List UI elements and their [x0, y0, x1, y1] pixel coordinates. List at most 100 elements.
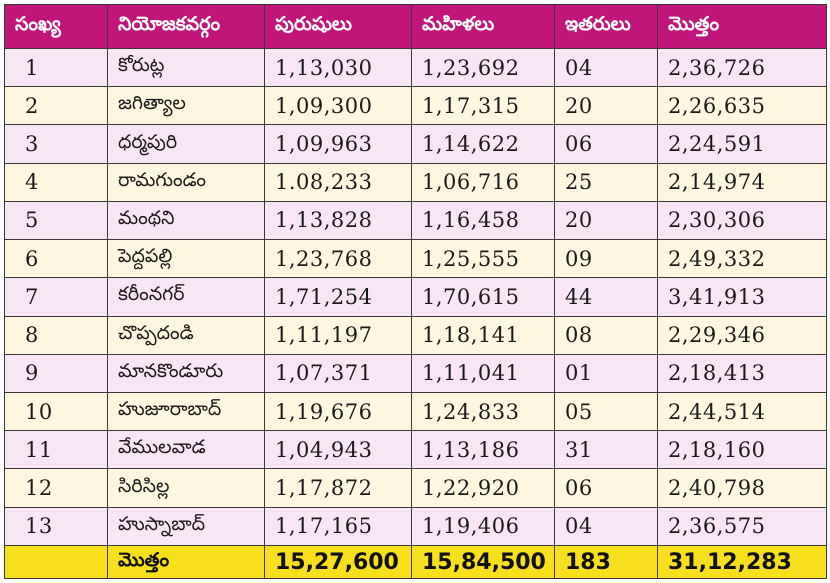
row-serial-no: 7	[4, 277, 108, 317]
row-constituency: మానకొండూరు	[107, 353, 265, 393]
row-total: 2,36,726	[657, 47, 827, 88]
voters-table: సంఖ్య నియోజకవర్గం పురుషులు మహిళలు ఇతరులు…	[4, 4, 827, 579]
table-row: 6 పెద్దపల్లి 1,23,768 1,25,555 09 2,49,332	[4, 239, 827, 279]
row-serial-no: 9	[4, 353, 108, 393]
row-total: 2,40,798	[657, 468, 827, 508]
row-others: 09	[554, 239, 658, 279]
row-serial-no: 11	[4, 430, 108, 470]
row-women: 1,18,141	[411, 315, 555, 355]
row-women: 1,19,406	[411, 506, 555, 547]
header-women: మహిళలు	[411, 4, 555, 49]
row-men: 1.08,233	[264, 162, 412, 202]
row-serial-no: 6	[4, 239, 108, 279]
row-women: 1,11,041	[411, 353, 555, 393]
row-women: 1,17,315	[411, 86, 555, 126]
header-serial-no: సంఖ్య	[4, 4, 108, 49]
row-serial-no: 1	[4, 47, 108, 88]
table-row: 9 మానకొండూరు 1,07,371 1,11,041 01 2,18,413	[4, 353, 827, 393]
row-constituency: రామగుండం	[107, 162, 265, 202]
row-men: 1,07,371	[264, 353, 412, 393]
row-men: 1,13,030	[264, 47, 412, 88]
row-men: 1,17,165	[264, 506, 412, 547]
table-row: 7 కరీంనగర్ 1,71,254 1,70,615 44 3,41,913	[4, 277, 827, 317]
row-constituency: ధర్మపురి	[107, 124, 265, 164]
row-women: 1,14,622	[411, 124, 555, 164]
row-total: 2,14,974	[657, 162, 827, 202]
row-serial-no: 8	[4, 315, 108, 355]
table-row: 1 కోరుట్ల 1,13,030 1,23,692 04 2,36,726	[4, 47, 827, 88]
header-total: మొత్తం	[657, 4, 827, 49]
table-row: 13 హుస్నాబాద్ 1,17,165 1,19,406 04 2,36,575	[4, 506, 827, 547]
row-total: 2,36,575	[657, 506, 827, 547]
header-others: ఇతరులు	[554, 4, 658, 49]
row-constituency: చొప్పదండి	[107, 315, 265, 355]
total-blank-cell	[4, 545, 108, 579]
row-total: 2,18,160	[657, 430, 827, 470]
row-women: 1,70,615	[411, 277, 555, 317]
row-men: 1,09,963	[264, 124, 412, 164]
total-row: మొత్తం 15,27,600 15,84,500 183 31,12,283	[4, 545, 827, 579]
table-row: 2 జగిత్యాల 1,09,300 1,17,315 20 2,26,635	[4, 86, 827, 126]
total-label: మొత్తం	[107, 545, 265, 579]
table-row: 4 రామగుండం 1.08,233 1,06,716 25 2,14,974	[4, 162, 827, 202]
header-row: సంఖ్య నియోజకవర్గం పురుషులు మహిళలు ఇతరులు…	[4, 4, 827, 49]
row-men: 1,71,254	[264, 277, 412, 317]
row-others: 05	[554, 391, 658, 432]
row-total: 2,44,514	[657, 391, 827, 432]
total-women: 15,84,500	[411, 545, 555, 579]
table-row: 8 చొప్పదండి 1,11,197 1,18,141 08 2,29,346	[4, 315, 827, 355]
row-serial-no: 5	[4, 200, 108, 241]
row-men: 1,19,676	[264, 391, 412, 432]
row-total: 2,30,306	[657, 200, 827, 241]
total-others: 183	[554, 545, 658, 579]
row-constituency: హుస్నాబాద్	[107, 506, 265, 547]
row-total: 2,49,332	[657, 239, 827, 279]
row-constituency: కోరుట్ల	[107, 47, 265, 88]
row-others: 06	[554, 124, 658, 164]
row-constituency: సిరిసిల్ల	[107, 468, 265, 508]
row-women: 1,22,920	[411, 468, 555, 508]
row-men: 1,23,768	[264, 239, 412, 279]
row-serial-no: 12	[4, 468, 108, 508]
row-total: 3,41,913	[657, 277, 827, 317]
row-constituency: హుజూరాబాద్	[107, 391, 265, 432]
table-row: 10 హుజూరాబాద్ 1,19,676 1,24,833 05 2,44,514	[4, 391, 827, 432]
row-others: 06	[554, 468, 658, 508]
row-women: 1,06,716	[411, 162, 555, 202]
row-serial-no: 10	[4, 391, 108, 432]
row-constituency: పెద్దపల్లి	[107, 239, 265, 279]
row-others: 04	[554, 47, 658, 88]
row-constituency: మంథని	[107, 200, 265, 241]
row-constituency: కరీంనగర్	[107, 277, 265, 317]
row-constituency: జగిత్యాల	[107, 86, 265, 126]
row-others: 44	[554, 277, 658, 317]
row-women: 1,24,833	[411, 391, 555, 432]
table-row: 5 మంథని 1,13,828 1,16,458 20 2,30,306	[4, 200, 827, 241]
row-serial-no: 3	[4, 124, 108, 164]
row-serial-no: 4	[4, 162, 108, 202]
row-men: 1,04,943	[264, 430, 412, 470]
row-others: 01	[554, 353, 658, 393]
row-total: 2,24,591	[657, 124, 827, 164]
row-women: 1,23,692	[411, 47, 555, 88]
row-constituency: వేములవాడ	[107, 430, 265, 470]
total-men: 15,27,600	[264, 545, 412, 579]
total-grand: 31,12,283	[657, 545, 827, 579]
row-others: 25	[554, 162, 658, 202]
row-men: 1,13,828	[264, 200, 412, 241]
row-others: 20	[554, 200, 658, 241]
header-constituency: నియోజకవర్గం	[107, 4, 265, 49]
row-serial-no: 13	[4, 506, 108, 547]
table-row: 11 వేములవాడ 1,04,943 1,13,186 31 2,18,160	[4, 430, 827, 470]
row-others: 04	[554, 506, 658, 547]
row-women: 1,25,555	[411, 239, 555, 279]
row-total: 2,26,635	[657, 86, 827, 126]
row-men: 1,09,300	[264, 86, 412, 126]
row-others: 31	[554, 430, 658, 470]
row-serial-no: 2	[4, 86, 108, 126]
row-total: 2,18,413	[657, 353, 827, 393]
row-men: 1,11,197	[264, 315, 412, 355]
row-total: 2,29,346	[657, 315, 827, 355]
table-row: 12 సిరిసిల్ల 1,17,872 1,22,920 06 2,40,798	[4, 468, 827, 508]
table-row: 3 ధర్మపురి 1,09,963 1,14,622 06 2,24,591	[4, 124, 827, 164]
